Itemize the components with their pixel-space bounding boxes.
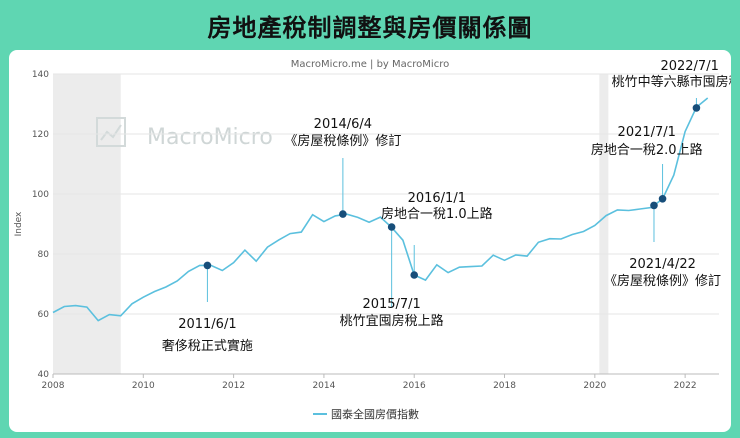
x-tick-label: 2010	[132, 381, 155, 391]
y-tick-label: 60	[38, 310, 50, 320]
y-tick-label: 40	[38, 370, 50, 380]
annotation-event: 房地合一稅1.0上路	[381, 206, 493, 222]
shaded-period	[53, 74, 121, 374]
annotation-date: 2015/7/1	[362, 297, 420, 312]
y-axis-label: Index	[14, 211, 24, 236]
annotation-date: 2022/7/1	[660, 59, 718, 74]
y-tick-label: 120	[32, 130, 49, 140]
shaded-period	[599, 74, 609, 374]
event-point	[650, 201, 658, 210]
watermark-logo-icon	[96, 117, 126, 147]
event-point	[692, 104, 701, 112]
line-chart: MacroMicro MacroMicro.me | by MacroMicro 4…	[14, 59, 731, 421]
annotation-event: 《房屋稅條例》修訂	[284, 133, 401, 149]
x-tick-label: 2022	[674, 381, 697, 391]
event-point	[339, 210, 347, 218]
x-tick-label: 2008	[42, 381, 65, 391]
event-point	[387, 223, 396, 231]
watermark-text: MacroMicro	[147, 125, 273, 150]
x-tick-label: 2014	[312, 381, 335, 391]
legend-label: 國泰全國房價指數	[331, 407, 419, 421]
annotation-event: 桃竹宜囤房稅上路	[340, 313, 444, 329]
annotation-date: 2021/4/22	[629, 257, 696, 272]
annotation-date: 2021/7/1	[618, 125, 676, 140]
annotation-event: 桃竹中等六縣市囤房稅上路	[612, 74, 731, 90]
y-tick-label: 80	[38, 250, 50, 260]
y-tick-label: 140	[32, 70, 49, 80]
series-line-house-price-index	[52, 97, 709, 322]
x-tick-label: 2018	[493, 381, 516, 391]
annotation-event: 房地合一稅2.0上路	[591, 142, 703, 158]
event-point	[410, 271, 419, 279]
annotation-event: 奢侈稅正式實施	[162, 338, 253, 354]
annotation-date: 2016/1/1	[408, 191, 466, 206]
chart-card: MacroMicro MacroMicro.me | by MacroMicro 4…	[9, 50, 731, 432]
annotation-date: 2011/6/1	[178, 317, 236, 332]
event-point	[658, 195, 667, 203]
x-tick-label: 2016	[403, 381, 426, 391]
x-tick-label: 2012	[222, 381, 245, 391]
y-tick-label: 100	[32, 190, 49, 200]
chart-title: 房地產稅制調整與房價關係圖	[207, 14, 533, 42]
x-tick-label: 2020	[583, 381, 606, 391]
source-text: MacroMicro.me | by MacroMicro	[291, 59, 449, 70]
event-point	[203, 261, 212, 270]
annotation-date: 2014/6/4	[314, 117, 372, 132]
annotation-event: 《房屋稅條例》修訂	[604, 273, 721, 289]
